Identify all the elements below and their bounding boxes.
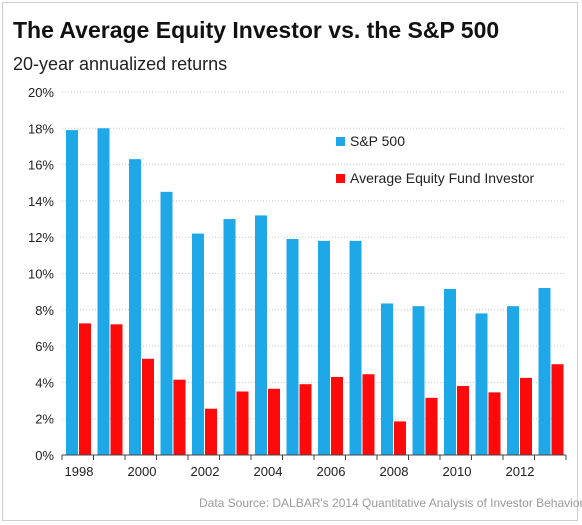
y-tick-label: 14% bbox=[28, 194, 54, 209]
bar-sp500 bbox=[507, 306, 519, 455]
legend-swatch bbox=[336, 174, 345, 183]
x-tick-label: 2006 bbox=[317, 464, 346, 479]
bar-equity-investor bbox=[268, 388, 280, 455]
bar-sp500 bbox=[129, 159, 141, 455]
x-tick-label: 2004 bbox=[254, 464, 283, 479]
legend-label: Average Equity Fund Investor bbox=[350, 170, 535, 186]
bar-equity-investor bbox=[362, 374, 375, 455]
y-tick-label: 2% bbox=[35, 412, 54, 427]
bar-sp500 bbox=[192, 233, 204, 455]
y-tick-label: 18% bbox=[28, 121, 54, 136]
bars bbox=[66, 128, 564, 456]
data-source-note: Data Source: DALBAR's 2014 Quantitative … bbox=[199, 496, 582, 510]
bar-equity-investor bbox=[394, 421, 406, 455]
bar-equity-investor bbox=[520, 377, 532, 455]
bar-equity-investor bbox=[299, 384, 312, 455]
bar-equity-investor bbox=[551, 364, 564, 455]
x-tick-label: 2012 bbox=[506, 464, 535, 479]
bar-equity-investor bbox=[142, 358, 154, 455]
x-tick-label: 2002 bbox=[191, 464, 220, 479]
y-tick-label: 10% bbox=[28, 267, 54, 282]
y-tick-label: 6% bbox=[35, 339, 54, 354]
y-axis-ticks: 0% 2% 4% 6% 8% 10% 12% 14% 16% 18% 20% bbox=[28, 85, 54, 463]
legend-label: S&P 500 bbox=[350, 133, 405, 149]
bar-sp500 bbox=[66, 130, 78, 456]
chart-subtitle: 20-year annualized returns bbox=[13, 54, 228, 74]
y-tick-label: 16% bbox=[28, 158, 54, 173]
x-tick-label: 2010 bbox=[443, 464, 472, 479]
bar-equity-investor bbox=[425, 397, 438, 455]
bar-equity-investor bbox=[173, 379, 186, 455]
chart-title: The Average Equity Investor vs. the S&P … bbox=[13, 17, 500, 43]
x-tick-label: 1998 bbox=[65, 464, 94, 479]
bar-sp500 bbox=[412, 306, 425, 455]
y-tick-label: 4% bbox=[35, 375, 54, 390]
bar-sp500 bbox=[223, 219, 236, 455]
bar-sp500 bbox=[475, 313, 488, 455]
bar-sp500 bbox=[286, 239, 299, 455]
bar-sp500 bbox=[349, 240, 362, 455]
y-tick-label: 0% bbox=[35, 448, 54, 463]
x-axis-ticks: 1998 2000 2002 2004 2006 2008 2010 2012 bbox=[65, 464, 535, 479]
bar-sp500 bbox=[255, 215, 267, 455]
bar-equity-investor bbox=[457, 386, 469, 455]
bar-equity-investor bbox=[110, 324, 123, 455]
bar-equity-investor bbox=[205, 408, 217, 455]
x-axis bbox=[61, 454, 567, 460]
bar-sp500 bbox=[538, 288, 551, 455]
bar-sp500 bbox=[97, 128, 110, 456]
y-tick-label: 12% bbox=[28, 230, 54, 245]
bar-equity-investor bbox=[236, 391, 249, 455]
bar-equity-investor bbox=[79, 323, 91, 455]
bar-equity-investor bbox=[488, 392, 501, 455]
bar-sp500 bbox=[318, 240, 330, 455]
x-tick-label: 2008 bbox=[380, 464, 409, 479]
bar-equity-investor bbox=[331, 376, 343, 455]
y-tick-label: 20% bbox=[28, 85, 54, 100]
bar-sp500 bbox=[381, 303, 393, 455]
bar-sp500 bbox=[160, 191, 173, 455]
y-tick-label: 8% bbox=[35, 303, 54, 318]
bar-sp500 bbox=[444, 288, 456, 455]
legend: S&P 500 Average Equity Fund Investor bbox=[336, 133, 535, 186]
x-tick-label: 2000 bbox=[128, 464, 157, 479]
legend-swatch bbox=[336, 137, 345, 146]
